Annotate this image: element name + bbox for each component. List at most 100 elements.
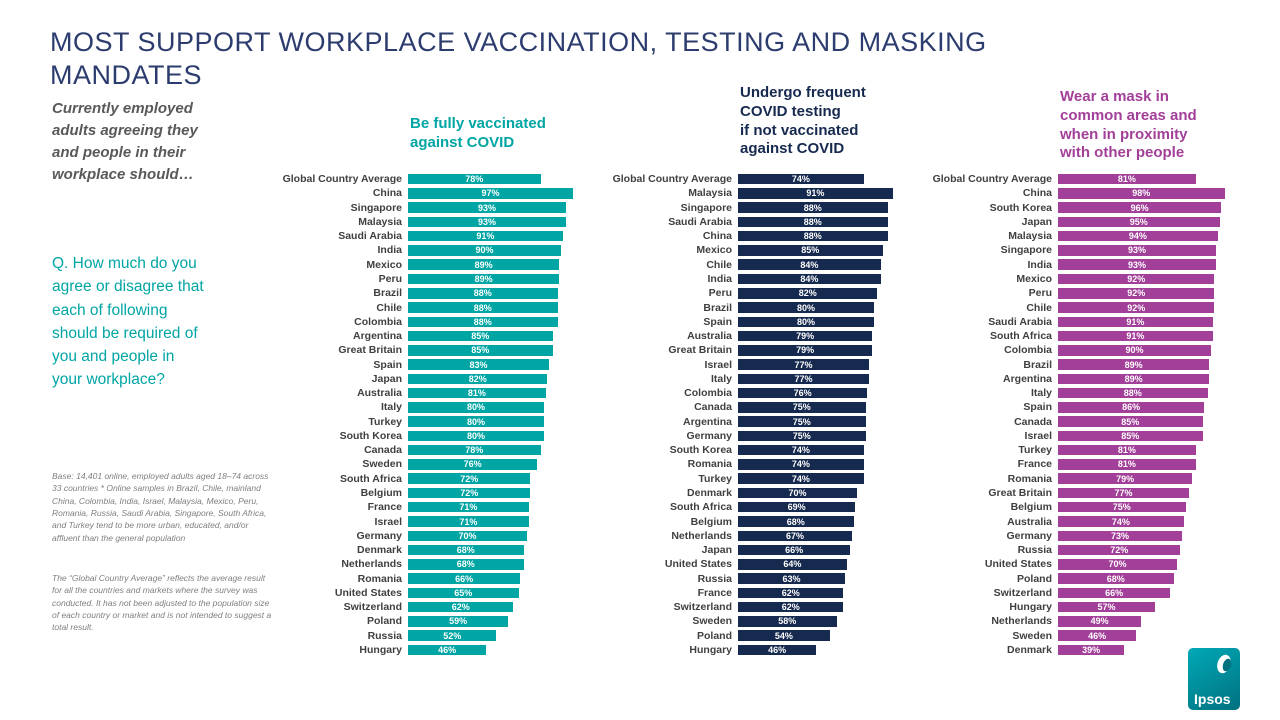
country-label: South Africa [669,501,732,514]
bar-mask: 93% [1058,259,1217,270]
country-label: Malaysia [1008,230,1052,243]
bar-track: 88% [738,202,920,213]
bar-value: 81% [1117,174,1136,185]
country-label: Singapore [1000,244,1052,257]
bar-value: 79% [1116,473,1135,484]
bar-value: 82% [798,288,817,299]
country-label: Great Britain [988,486,1052,499]
bar-row: South Africa 69% [570,500,920,514]
bar-track: 62% [738,601,920,613]
bar-value: 89% [1124,373,1143,384]
country-label: Great Britain [338,344,402,357]
country-label: Italy [380,401,402,414]
bar-row: Great Britain 77% [890,486,1240,500]
bar-track: 80% [408,416,590,427]
bar-value: 49% [1090,616,1109,627]
bar-track: 62% [408,601,590,613]
bar-vaccinated: 80% [408,402,544,413]
bar-value: 78% [465,174,484,185]
bar-mask: 92% [1058,273,1215,285]
bar-value: 92% [1127,273,1146,284]
bar-mask: 74% [1058,516,1184,527]
bar-row: Russia 72% [890,543,1240,557]
bar-mask: 81% [1058,459,1196,470]
bar-row: Japan 66% [570,543,920,557]
country-label: Australia [357,387,402,400]
bar-value: 80% [796,316,815,327]
bar-value: 59% [449,616,468,627]
country-label: Sweden [362,458,402,471]
bar-testing: 84% [738,273,881,285]
country-label: Turkey [368,415,402,428]
bar-track: 78% [408,444,590,456]
bar-track: 39% [1058,644,1240,656]
bar-value: 93% [478,202,497,213]
bar-row: Argentina 75% [570,415,920,429]
bar-track: 94% [1058,230,1240,242]
country-label: Denmark [357,544,402,557]
bar-vaccinated: 88% [408,288,558,299]
bar-track: 92% [1058,302,1240,313]
ipsos-logo-mark [1217,654,1232,674]
bar-value: 95% [1129,216,1148,227]
country-label: South Korea [339,429,402,442]
bar-value: 98% [1132,188,1151,199]
country-label: Saudi Arabia [988,315,1052,328]
bar-track: 54% [738,630,920,641]
bar-track: 93% [1058,259,1240,270]
country-label: Poland [366,615,402,628]
bar-mask: 92% [1058,288,1215,299]
bar-row: Russia 63% [570,571,920,585]
bar-row: Hungary 57% [890,600,1240,614]
bar-testing: 74% [738,173,864,185]
country-label: China [1022,187,1052,200]
bar-value: 78% [465,445,484,456]
bar-row: Italy 77% [570,372,920,386]
bar-row: Global Country Average 74% [570,172,920,186]
bar-value: 46% [438,644,457,655]
bar-track: 71% [408,501,590,513]
bar-row: Australia 79% [570,329,920,343]
bar-value: 88% [803,216,822,227]
bar-value: 88% [803,231,822,242]
country-label: Spain [1023,401,1052,414]
country-label: Belgium [1010,501,1052,514]
bar-value: 74% [1111,516,1130,527]
bar-value: 65% [454,587,473,598]
bar-track: 81% [408,387,590,399]
bar-value: 70% [1108,559,1127,570]
bar-value: 69% [787,502,806,513]
bar-value: 80% [466,430,485,441]
bar-value: 68% [786,516,805,527]
bar-track: 67% [738,530,920,542]
bar-track: 66% [408,573,590,584]
bar-value: 81% [467,388,486,399]
bar-vaccinated: 80% [408,416,544,427]
global-average-note: The “Global Country Average” reflects th… [52,573,272,633]
bar-vaccinated: 66% [408,573,521,584]
country-label: Sweden [692,615,732,628]
country-label: Belgium [690,515,732,528]
country-label: Russia [697,572,732,585]
bar-track: 77% [1058,487,1240,499]
bar-vaccinated: 70% [408,530,527,542]
country-label: Global Country Average [932,173,1052,186]
bar-track: 85% [1058,430,1240,442]
bar-row: Turkey 74% [570,472,920,486]
bar-value: 81% [1117,459,1136,470]
bar-track: 89% [408,259,590,270]
bar-mask: 72% [1058,544,1181,556]
bar-row: Malaysia 91% [570,186,920,200]
country-label: Poland [696,629,732,642]
country-label: Japan [1021,215,1052,228]
bar-value: 67% [785,530,804,541]
country-label: Hungary [359,643,402,656]
bar-value: 93% [1128,245,1147,256]
bar-track: 70% [738,487,920,499]
bar-row: Denmark 68% [240,543,590,557]
country-label: Peru [378,272,402,285]
bar-testing: 88% [738,216,888,228]
country-label: Global Country Average [282,173,402,186]
bar-row: Mexico 85% [570,243,920,257]
bar-track: 68% [1058,573,1240,584]
